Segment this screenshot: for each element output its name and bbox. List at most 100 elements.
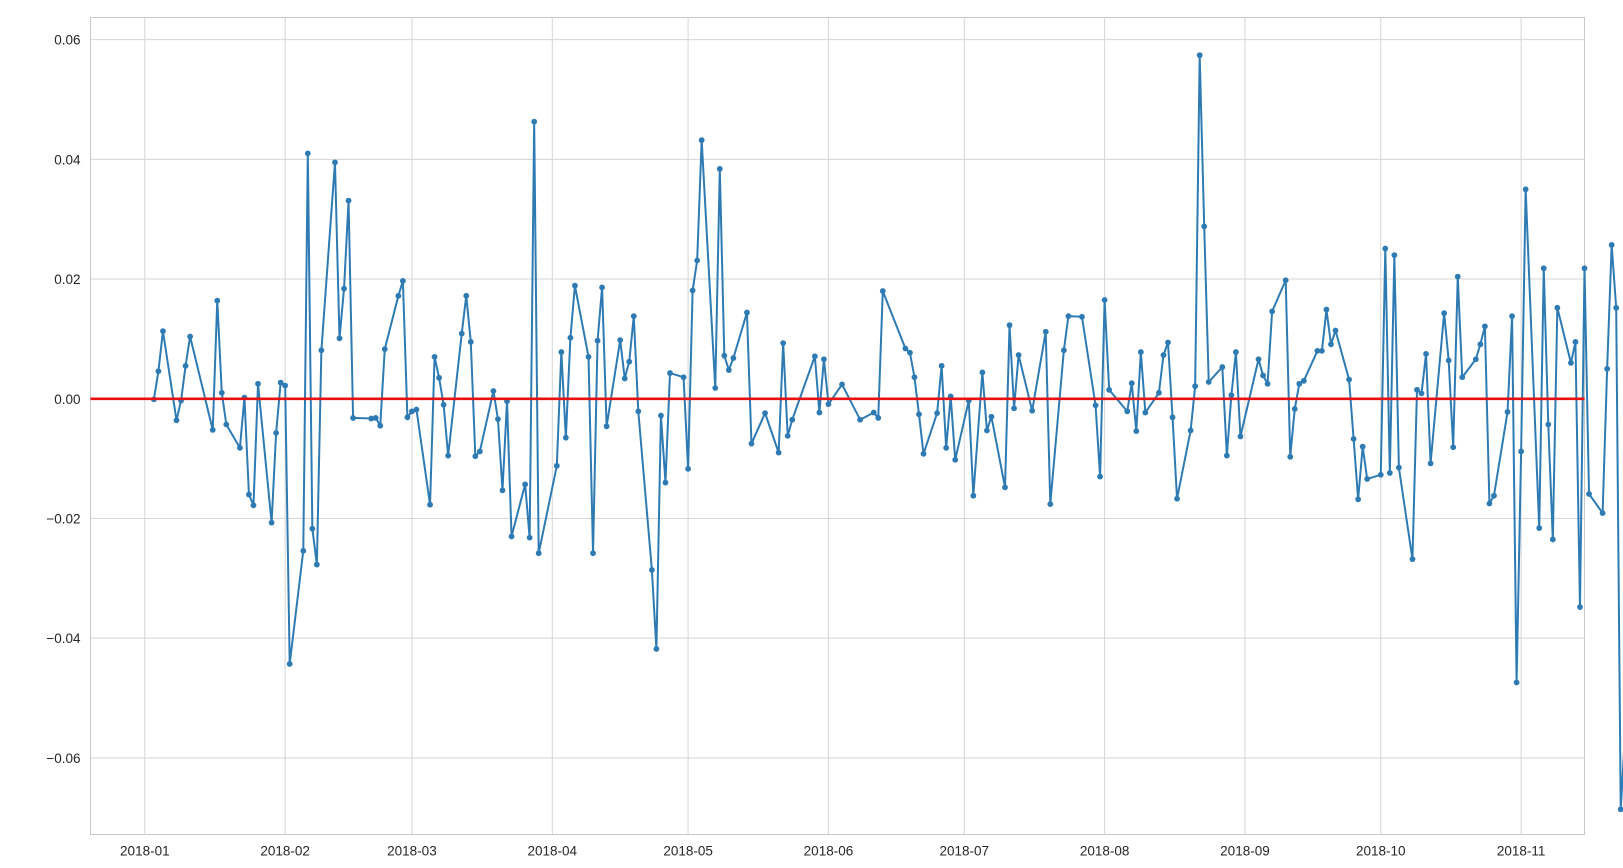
data-point [1427, 460, 1434, 467]
data-point [368, 415, 375, 422]
data-point [1504, 409, 1511, 415]
data-point [436, 374, 442, 381]
data-point [1328, 341, 1334, 348]
data-point [1128, 380, 1135, 387]
data-point [1364, 476, 1371, 482]
x-axis-ticks: 2018-01 2018-02 2018-03 2018-04 2018-05 2018-… [120, 844, 1545, 859]
data-point [431, 353, 438, 360]
data-point [286, 661, 293, 667]
data-point [1509, 313, 1515, 320]
data-point [1047, 501, 1054, 508]
y-tick-label: −0.02 [46, 511, 80, 526]
data-point [413, 406, 420, 413]
data-point [938, 362, 945, 369]
data-point [1359, 443, 1366, 450]
data-point [662, 479, 669, 486]
data-point [1608, 242, 1615, 248]
data-point [1586, 491, 1592, 497]
data-point [300, 547, 307, 554]
data-point [590, 550, 596, 557]
data-point [934, 410, 940, 417]
data-point [1522, 186, 1529, 193]
data-point [409, 408, 415, 415]
data-point [952, 456, 959, 463]
data-point [223, 421, 230, 428]
data-point [1079, 313, 1085, 320]
data-point [1513, 679, 1520, 686]
data-point [318, 347, 325, 354]
data-point [440, 401, 447, 408]
data-point [902, 345, 909, 352]
data-point [1454, 273, 1461, 280]
data-point [1423, 350, 1429, 357]
data-point [508, 533, 515, 540]
data-point [920, 450, 927, 457]
data-point [617, 337, 624, 344]
data-point [780, 340, 787, 346]
data-point [1554, 304, 1561, 311]
data-point [427, 501, 433, 508]
data-point [635, 408, 642, 415]
data-point [839, 381, 845, 388]
data-point [1233, 349, 1239, 355]
data-point [685, 465, 691, 472]
data-point [1029, 407, 1036, 414]
x-tick-label: 2018-10 [1356, 844, 1406, 859]
data-point [1296, 380, 1303, 387]
data-point [1011, 405, 1017, 412]
data-point [979, 369, 986, 376]
data-point [1518, 448, 1525, 455]
data-point [268, 519, 275, 526]
data-point [1219, 364, 1226, 370]
data-point [988, 413, 995, 420]
data-point [372, 415, 379, 421]
data-point [1382, 245, 1389, 252]
data-point [250, 502, 257, 509]
data-point [313, 561, 320, 568]
data-point [209, 426, 216, 433]
data-point [1346, 376, 1352, 383]
data-point [811, 353, 818, 360]
x-tick-label: 2018-03 [387, 844, 437, 859]
data-point [1377, 471, 1384, 478]
data-point [1165, 339, 1171, 346]
data-point [943, 444, 950, 451]
data-point [1264, 380, 1271, 387]
data-point [1260, 372, 1266, 379]
x-tick-label: 2018-05 [663, 844, 713, 859]
data-point [730, 355, 737, 361]
data-point [255, 380, 261, 387]
data-point [1097, 473, 1103, 480]
data-point [173, 417, 180, 424]
data-point [1482, 323, 1488, 330]
data-point [1160, 352, 1167, 358]
data-point [1486, 500, 1493, 507]
x-tick-label: 2018-01 [120, 844, 170, 859]
data-point [907, 349, 913, 356]
data-point [816, 409, 823, 416]
data-point [1002, 484, 1008, 491]
data-point [562, 434, 569, 441]
data-point [879, 288, 886, 294]
data-point [1314, 347, 1321, 354]
data-point [784, 432, 791, 439]
data-point [282, 382, 289, 389]
data-point [630, 313, 637, 320]
data-point [526, 534, 533, 541]
x-tick-label: 2018-02 [260, 844, 310, 859]
data-point [404, 414, 411, 421]
data-point [277, 379, 284, 386]
x-tick-label: 2018-06 [804, 844, 854, 859]
data-point [1409, 556, 1416, 563]
data-point [472, 453, 479, 460]
data-point [1015, 352, 1022, 358]
data-point [1549, 536, 1556, 543]
data-point [870, 409, 877, 416]
data-point [680, 374, 687, 381]
data-point [1414, 386, 1420, 393]
data-point [984, 427, 990, 434]
data-point [1124, 408, 1131, 415]
data-point [304, 150, 311, 157]
data-point [395, 292, 402, 299]
